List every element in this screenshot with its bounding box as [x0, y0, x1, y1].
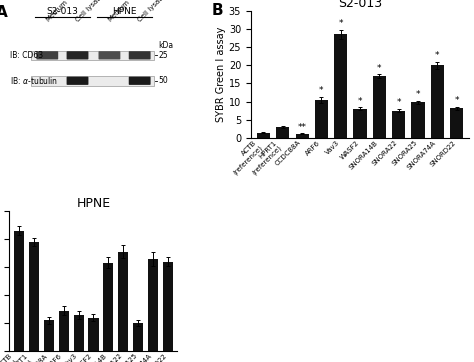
Title: HPNE: HPNE: [76, 197, 110, 210]
Bar: [354, 109, 367, 138]
Bar: [73, 315, 84, 351]
Bar: [295, 134, 309, 138]
Text: Cell lysate: Cell lysate: [137, 0, 167, 23]
Text: A: A: [0, 4, 8, 20]
Bar: [450, 108, 463, 138]
Text: *: *: [358, 97, 362, 106]
Y-axis label: SYBR Green I assay: SYBR Green I assay: [216, 27, 226, 122]
Bar: [392, 111, 405, 138]
Bar: [431, 65, 444, 138]
Title: S2-013: S2-013: [338, 0, 382, 10]
Bar: [118, 252, 128, 351]
Text: Medium: Medium: [107, 0, 131, 23]
Text: HPNE: HPNE: [112, 7, 137, 16]
Text: *: *: [435, 51, 439, 60]
Bar: [31, 76, 154, 85]
Text: *: *: [416, 90, 420, 99]
Text: IB: $\alpha$-tubulin: IB: $\alpha$-tubulin: [10, 75, 59, 86]
FancyBboxPatch shape: [36, 51, 58, 59]
Text: IB: CD63: IB: CD63: [10, 51, 44, 60]
Text: *: *: [455, 96, 459, 105]
Bar: [59, 311, 69, 351]
Text: Medium: Medium: [45, 0, 69, 23]
Bar: [89, 317, 99, 351]
Bar: [257, 132, 270, 138]
Text: B: B: [211, 3, 223, 18]
FancyBboxPatch shape: [66, 51, 89, 59]
Text: Cell lysate: Cell lysate: [75, 0, 105, 23]
Bar: [103, 263, 113, 351]
Bar: [163, 262, 173, 351]
Text: 25: 25: [158, 51, 168, 60]
Text: *: *: [396, 98, 401, 108]
Bar: [44, 320, 54, 351]
Bar: [276, 127, 289, 138]
Bar: [334, 34, 347, 138]
Bar: [315, 100, 328, 138]
Text: 50: 50: [158, 76, 168, 85]
Bar: [31, 51, 154, 60]
FancyBboxPatch shape: [129, 51, 151, 59]
FancyBboxPatch shape: [66, 77, 89, 85]
FancyBboxPatch shape: [99, 51, 120, 59]
Bar: [14, 231, 24, 351]
Bar: [29, 242, 39, 351]
Bar: [411, 102, 425, 138]
Text: S2-013: S2-013: [46, 7, 78, 16]
FancyBboxPatch shape: [129, 77, 151, 85]
Text: *: *: [377, 64, 382, 73]
Text: kDa: kDa: [158, 41, 173, 50]
Bar: [148, 259, 158, 351]
Text: **: **: [298, 123, 307, 132]
Bar: [373, 76, 386, 138]
Text: *: *: [319, 86, 324, 95]
Bar: [133, 323, 143, 351]
Text: *: *: [338, 19, 343, 28]
